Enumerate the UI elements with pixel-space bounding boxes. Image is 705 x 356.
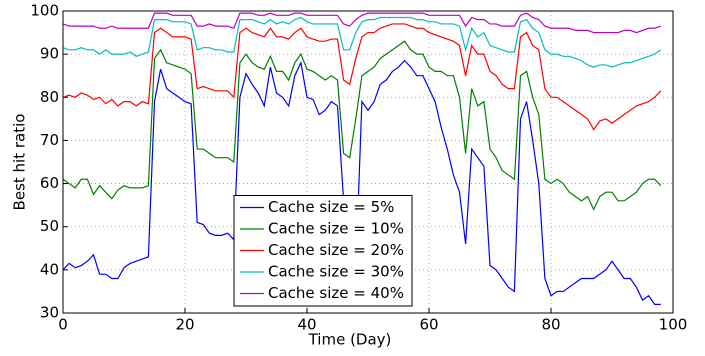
y-tick-label: 50	[40, 217, 59, 235]
x-tick-label: 80	[541, 316, 560, 334]
series-line	[62, 16, 662, 68]
legend: Cache size = 5% Cache size = 10% Cache siz…	[233, 195, 413, 307]
legend-label: Cache size = 20%	[268, 241, 404, 259]
y-axis-label: Best hit ratio	[11, 114, 29, 211]
legend-label: Cache size = 30%	[268, 263, 404, 281]
y-tick-label: 60	[40, 174, 59, 192]
x-tick-label: 60	[419, 316, 438, 334]
y-tick-label: 40	[40, 260, 59, 278]
series-line	[62, 12, 662, 34]
x-tick-label: 40	[297, 316, 316, 334]
x-tick-label: 20	[175, 316, 194, 334]
y-tick-label: 70	[40, 131, 59, 149]
y-tick-label: 90	[40, 45, 59, 63]
y-tick-label: 100	[30, 2, 59, 20]
y-tick-label: 30	[40, 304, 59, 322]
x-tick-label: 0	[58, 316, 68, 334]
legend-label: Cache size = 5%	[268, 198, 394, 216]
series-line	[62, 59, 661, 305]
series-line	[62, 23, 662, 131]
y-tick-label: 80	[40, 88, 59, 106]
legend-label: Cache size = 10%	[268, 220, 404, 238]
x-axis-label: Time (Day)	[308, 331, 392, 349]
legend-label: Cache size = 40%	[268, 284, 404, 302]
series-line	[62, 40, 662, 211]
plot-frame	[62, 10, 674, 314]
x-tick-label: 100	[659, 316, 688, 334]
